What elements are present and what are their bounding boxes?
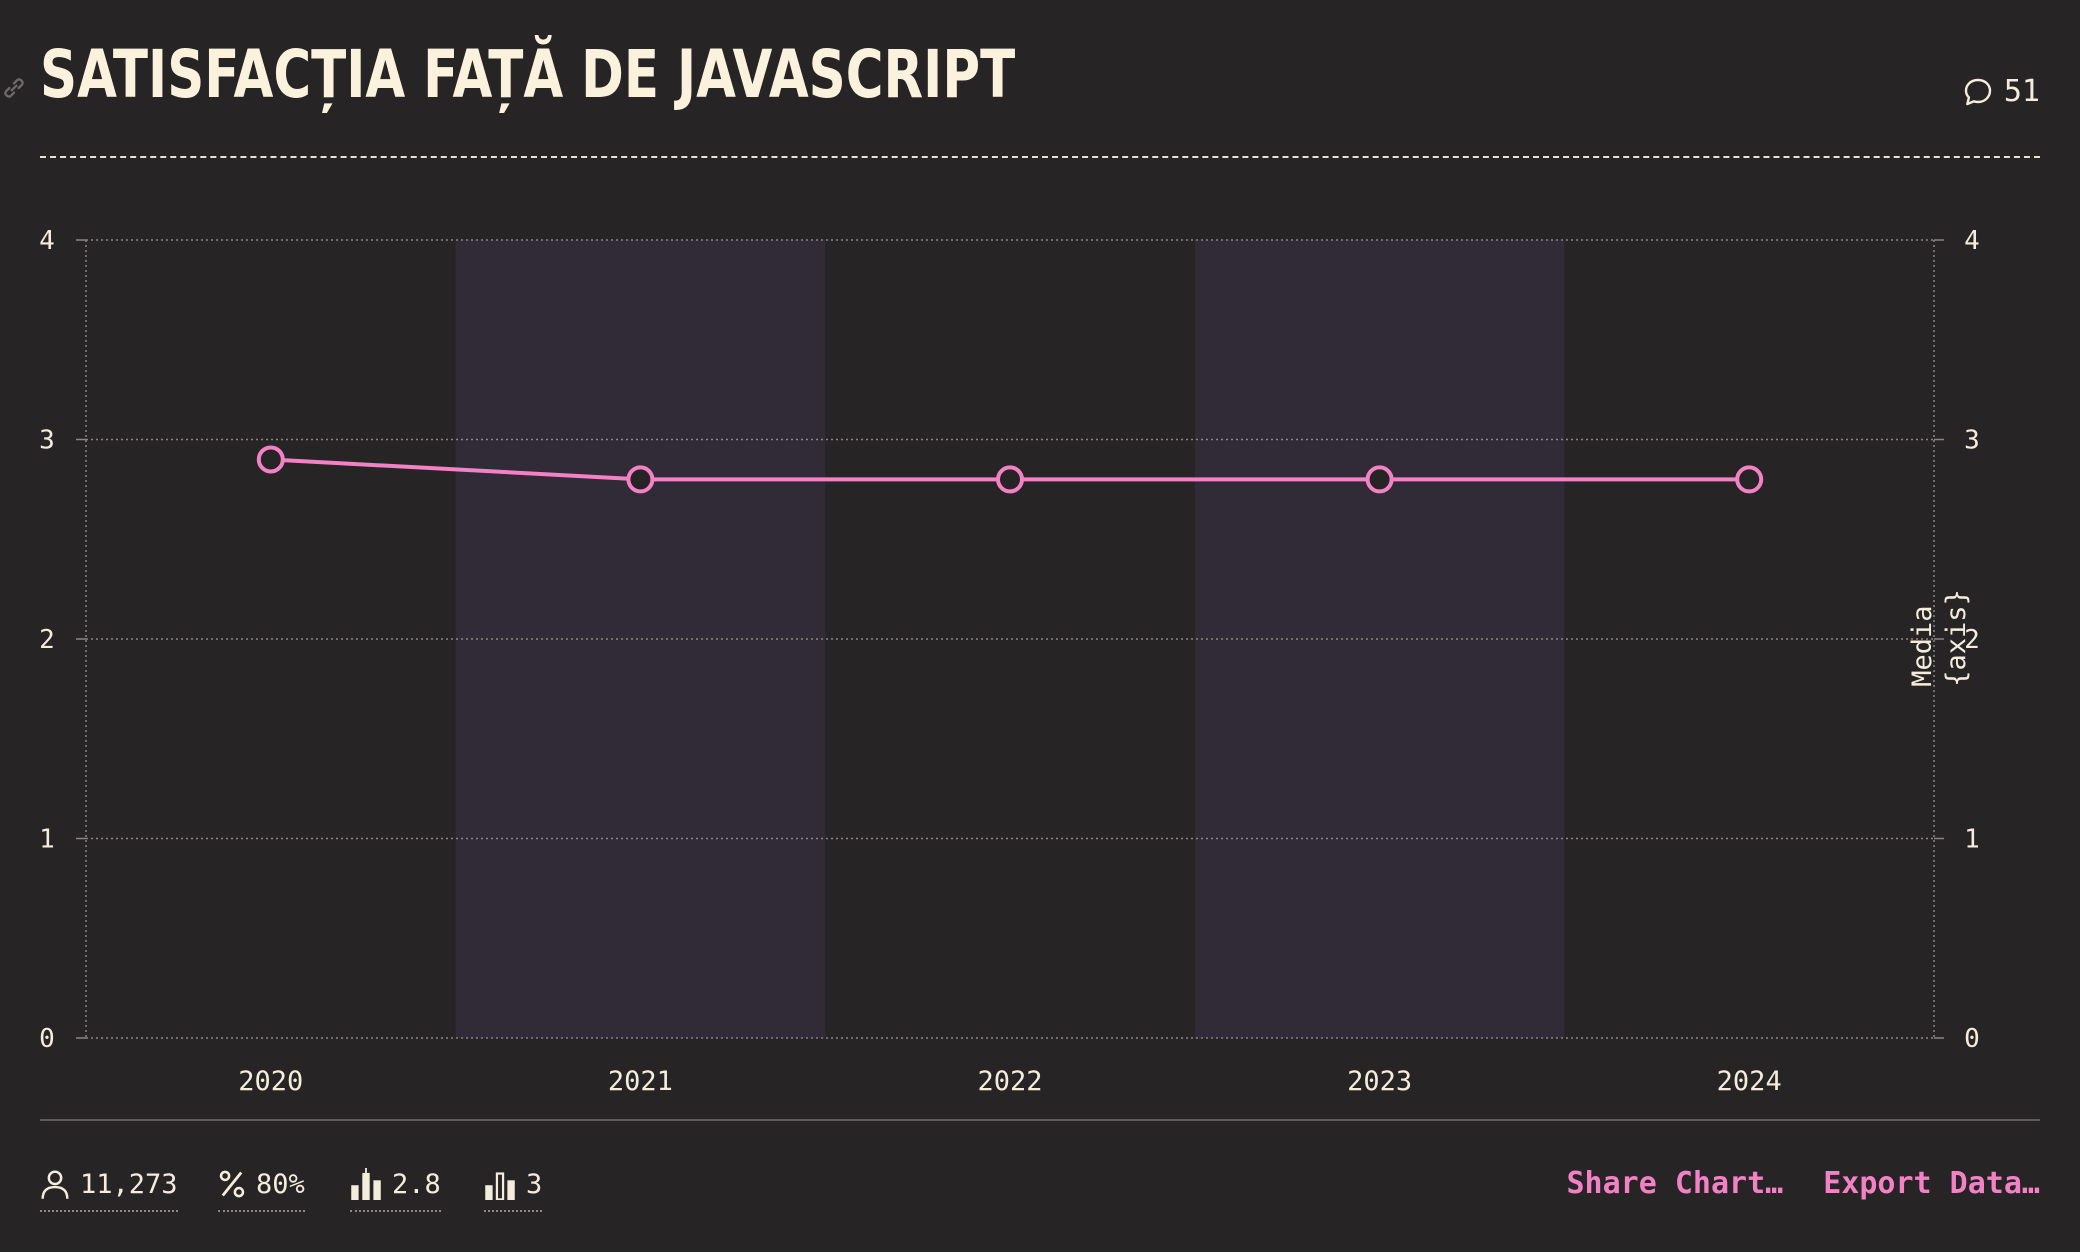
right-axis-label: Media {axis} [1907,589,1972,687]
header-divider [40,156,2040,158]
link-icon[interactable] [0,74,28,102]
footer-actions: Share Chart… Export Data… [1567,1166,2041,1201]
percent-icon [219,1170,245,1198]
y-tick-label: 2 [39,625,55,655]
respondents-value: 11,273 [80,1168,178,1200]
comment-icon [1964,78,1992,105]
column-band [1194,240,1565,1038]
x-tick-label: 2021 [608,1066,673,1097]
y-tick-label-right: 4 [1964,226,1980,256]
respondents-stat[interactable]: 11,273 [40,1160,178,1212]
user-icon [41,1170,69,1199]
y-tick-label-right: 3 [1964,426,1980,456]
share-chart-button[interactable]: Share Chart… [1566,1166,1784,1201]
chart-header: SATISFACȚIA FAȚĂ DE JAVASCRIPT 51 [4,36,2040,156]
average-stat[interactable]: 2.8 [350,1160,441,1212]
x-tick-label: 2022 [977,1066,1042,1097]
y-tick-label-right: 2 [1964,625,1980,655]
x-tick-label: 2023 [1347,1066,1412,1097]
rank-value: 3 [526,1168,543,1200]
data-point [256,445,285,474]
average-value: 2.8 [392,1168,441,1200]
percentage-value: 80% [256,1168,305,1200]
y-tick-label: 1 [39,825,55,855]
line-chart: 0 0 1 1 2 2 3 3 4 4 2020 2021 2022 2023 2024 Media {ax… [39,226,1980,1097]
y-tick-label: 3 [39,426,55,456]
y-tick-label-right: 1 [1964,825,1980,855]
page-title: SATISFACȚIA FAȚĂ DE JAVASCRIPT [40,36,1016,113]
y-tick-label: 4 [39,226,55,256]
data-point [1735,465,1764,494]
percentage-stat[interactable]: 80% [218,1160,305,1212]
comments-button[interactable]: 51 [1962,74,2040,109]
footer-divider [40,1119,2040,1121]
rank-stat[interactable]: 3 [484,1160,543,1212]
chart-footer: 11,273 80% 2.8 3 Share Chart… Export Dat… [40,1160,2040,1220]
x-tick-label: 2020 [238,1066,303,1097]
comment-count: 51 [2003,74,2040,109]
export-data-button[interactable]: Export Data… [1823,1166,2040,1201]
bar-chart-icon [351,1168,381,1200]
data-point [1365,465,1394,494]
y-tick-label: 0 [39,1024,55,1054]
y-tick-label-right: 0 [1964,1024,1980,1054]
x-tick-label: 2024 [1717,1066,1782,1097]
data-point [626,465,655,494]
data-point [996,465,1024,494]
ranking-icon [485,1172,515,1200]
